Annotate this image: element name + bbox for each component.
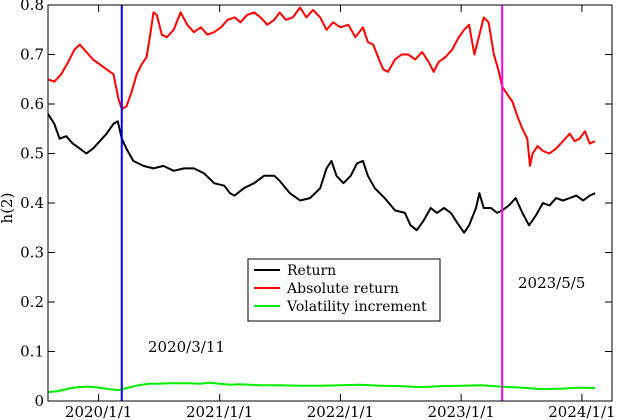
plot-lines: [47, 6, 596, 394]
series-line-absolute-return: [47, 6, 596, 167]
axis-ticks: 0 0.1 0.2 0.3 0.4 0.5 0.6 0.7 0.8 2020/1/1 2021/1/…: [20, 0, 615, 420]
x-tick-label: 2021/1/1: [186, 403, 253, 420]
x-tick-label: 2020/1/1: [65, 403, 132, 420]
x-tick-label: 2022/1/1: [307, 403, 374, 420]
y-tick-label: 0.6: [20, 95, 44, 113]
y-tick-label: 0.7: [20, 46, 44, 64]
y-tick-label: 0.2: [20, 293, 44, 311]
legend-label-absolute-return: Absolute return: [286, 281, 399, 297]
y-tick-label: 0: [34, 392, 44, 410]
y-tick-label: 0.8: [20, 0, 44, 14]
y-tick-label: 0.5: [20, 145, 44, 163]
annotation-2020-3-11: 2020/3/11: [148, 338, 225, 356]
legend-label-volatility-increment: Volatility increment: [286, 299, 427, 315]
y-tick-label: 0.3: [20, 244, 44, 262]
y-tick-label: 0.4: [20, 194, 44, 212]
reference-lines: [120, 5, 504, 401]
legend-label-return: Return: [287, 263, 336, 279]
plot-frame: [47, 4, 613, 402]
x-tick-label: 2024/1/1: [548, 403, 615, 420]
x-tick-label: 2023/1/1: [427, 403, 494, 420]
series-line-volatility-increment: [47, 381, 596, 394]
y-axis-label: h(2): [0, 193, 16, 224]
y-tick-label: 0.1: [20, 343, 44, 361]
annotation-2023-5-5: 2023/5/5: [518, 274, 585, 292]
series-line-return: [47, 113, 596, 234]
legend: Return Absolute return Volatility increm…: [247, 258, 441, 322]
